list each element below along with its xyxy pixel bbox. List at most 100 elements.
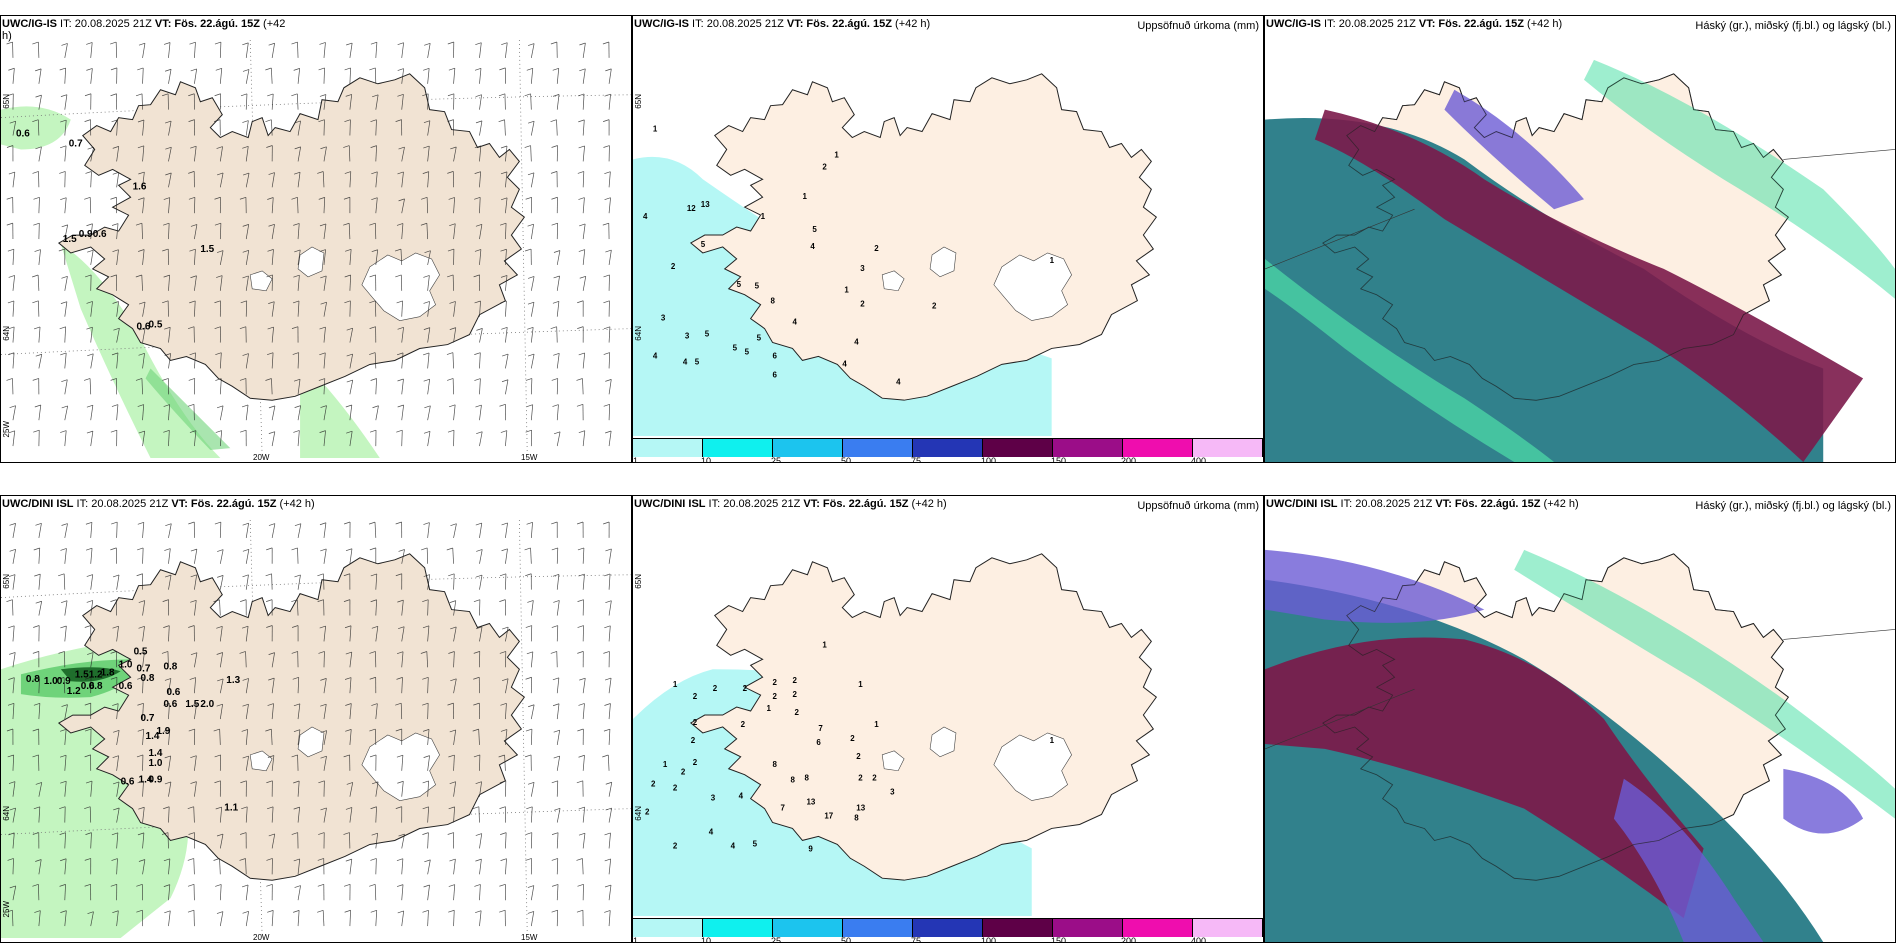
value-label: 1.2 [67,686,81,697]
value-label: 4 [643,212,648,221]
value-label: 5 [812,225,817,234]
init-time: IT: 20.08.2025 21Z [705,498,804,510]
value-label: 1.3 [226,675,240,686]
field-description: Uppsöfnuð úrkoma (mm) [1137,500,1259,512]
value-label: 0.6 [166,687,180,698]
colorbar-tick: 100 [981,456,997,463]
value-label: 4 [683,357,688,366]
value-label: 0.7 [69,139,83,150]
value-label: 0.8 [163,661,177,672]
value-label: 4 [792,318,797,327]
colorbar-segment [1123,919,1193,937]
colorbar-tick: 200 [1121,456,1137,463]
panel-ig-wind: UWC/IG-IS IT: 20.08.2025 21Z VT: Fös. 22… [0,15,632,463]
value-label: 1 [1050,736,1055,745]
value-label: 2 [872,774,877,783]
value-label: 4 [842,359,847,368]
panel-dini-wind: UWC/DINI ISL IT: 20.08.2025 21Z VT: Fös.… [0,495,632,943]
value-label: 12 [687,204,696,213]
value-label: 3 [711,794,716,803]
value-label: 1.4 [139,775,153,786]
value-label: 2 [743,684,748,693]
model-name: UWC/DINI ISL [1266,498,1338,510]
colorbar-tick: 10 [700,456,711,463]
value-label: 2 [671,262,676,271]
value-label: 5 [695,357,700,366]
model-name: UWC/IG-IS [1266,18,1321,30]
value-label: 0.5 [134,646,148,657]
lat-label: 65N [2,94,11,109]
value-label: 1 [858,680,863,689]
value-label: 1.4 [149,748,163,759]
value-label: 1 [844,286,849,295]
value-label: 2 [822,162,827,171]
lat-label: 64N [634,326,643,341]
value-label: 1.5 [200,244,214,255]
value-label: 2 [741,720,746,729]
lat-label: 65N [634,94,643,109]
value-label: 6 [773,370,778,379]
value-label: 13 [856,804,865,813]
panel-ig-clouds: UWC/IG-IS IT: 20.08.2025 21Z VT: Fös. 22… [1264,15,1896,463]
panel-title: UWC/DINI ISL IT: 20.08.2025 21Z VT: Fös.… [2,498,315,510]
value-label: 3 [860,264,865,273]
value-label: 4 [731,841,736,850]
value-label: 7 [818,724,823,733]
lat-label: 64N [634,806,643,821]
valid-time: VT: Fös. 22.ágú. 15Z [803,498,909,510]
colorbar-tick: 200 [1121,936,1137,943]
value-label: 5 [745,347,750,356]
value-label: 5 [733,343,738,352]
value-label: 1.0 [44,676,58,687]
value-label: 4 [739,792,744,801]
colorbar-segment [633,439,703,457]
value-label: 3 [661,314,666,323]
lon-label: 20W [253,453,270,462]
value-label: 2 [693,758,698,767]
value-label: 2 [691,736,696,745]
valid-time: VT: Fös. 22.ágú. 15Z [1435,498,1541,510]
value-label: 5 [753,839,758,848]
value-label: 2 [773,678,778,687]
value-label: 0.6 [16,129,30,140]
lat-label: 64N [2,326,11,341]
value-label: 1.6 [133,181,147,192]
lon-label: 25W [2,421,11,438]
value-label: 13 [701,200,710,209]
value-label: 0.6 [163,699,177,710]
precip-map: 1 4 5 2 3 3 5 4 4 5 5 5 5 6 6 8 4 5 5 2 1 1 1 5 4 2 3 1 2 2 4 4 4 1 12 13 [633,40,1263,436]
value-label: 2 [874,244,879,253]
init-time: IT: 20.08.2025 21Z [57,18,155,30]
value-label: 0.5 [149,320,163,331]
value-label: 2 [673,784,678,793]
value-label: 2 [858,774,863,783]
lat-label: 65N [2,574,11,589]
value-label: 5 [755,282,760,291]
value-label: 0.9 [149,775,163,786]
value-label: 0.6 [81,681,95,692]
value-label: 1.5 [185,699,199,710]
field-description: Uppsöfnuð úrkoma (mm) [1137,20,1259,32]
colorbar-tick: 150 [1051,936,1067,943]
value-label: 8 [773,760,778,769]
value-label: 2 [693,718,698,727]
wind-map: 0.6 0.7 1.6 1.5 0.9 0.6 1.5 0.6 0.5 [1,40,631,462]
model-name: UWC/IG-IS [2,18,57,30]
colorbar-segment [633,919,703,937]
value-label: 2.0 [200,699,214,710]
value-label: 0.6 [137,322,151,333]
panel-title: UWC/DINI ISL IT: 20.08.2025 21Z VT: Fös.… [1266,498,1579,510]
value-label: 2 [713,684,718,693]
value-label: 5 [737,280,742,289]
value-label: 1.0 [119,659,133,670]
value-label: 8 [771,297,776,306]
lon-label: 20W [253,933,270,942]
value-label: 1 [802,192,807,201]
cloud-map [1265,520,1895,942]
value-label: 0.6 [93,229,107,240]
value-label: 6 [816,738,821,747]
panel-title: UWC/IG-IS IT: 20.08.2025 21Z VT: Fös. 22… [2,18,285,30]
init-time: IT: 20.08.2025 21Z [1321,18,1419,30]
init-time: IT: 20.08.2025 21Z [1337,498,1436,510]
colorbar-segment [843,919,913,937]
